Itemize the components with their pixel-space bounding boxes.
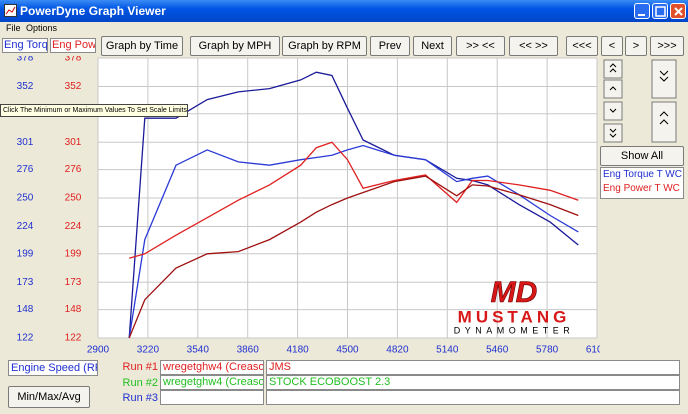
run-note[interactable]: [266, 390, 680, 405]
y2-tick-label: 378: [65, 56, 82, 64]
x-tick-label: 5140: [436, 345, 459, 356]
y2-tick-label: 199: [65, 248, 82, 259]
legend: Eng Torque T WC Eng Power T WC: [600, 167, 684, 199]
logo-mark: MD: [491, 276, 538, 309]
x-tick-label: 4180: [286, 345, 309, 356]
x-tick-label: 6100: [586, 345, 600, 356]
x-tick-label: 4500: [336, 345, 359, 356]
series-line: [129, 141, 579, 259]
show-all-button[interactable]: Show All: [600, 146, 684, 166]
x-tick-label: 4820: [386, 345, 409, 356]
run-note[interactable]: STOCK ECOBOOST 2.3: [266, 375, 680, 390]
toolbar-button[interactable]: Graph by RPM: [282, 36, 367, 56]
window-title: PowerDyne Graph Viewer: [20, 4, 166, 18]
app-icon: [4, 4, 17, 17]
y-tick-label: 122: [17, 333, 34, 344]
y-tick-label: 148: [17, 304, 34, 315]
x-channel[interactable]: Engine Speed (RP: [8, 360, 98, 376]
scale-button[interactable]: [603, 123, 623, 143]
menu-bar: File Options: [0, 22, 688, 34]
toolbar-button[interactable]: << >>: [509, 36, 558, 56]
x-tick-label: 5460: [486, 345, 509, 356]
menu-item[interactable]: File: [6, 23, 21, 33]
y-tick-label: 276: [17, 164, 34, 175]
toolbar-button[interactable]: <: [601, 36, 623, 56]
toolbar-button[interactable]: Graph by MPH: [190, 36, 280, 56]
close-button[interactable]: [670, 3, 686, 19]
y2-tick-label: 173: [65, 277, 82, 288]
y-tick-label: 352: [17, 81, 34, 92]
menu-item[interactable]: Options: [26, 23, 58, 33]
scale-button[interactable]: [603, 79, 623, 99]
x-tick-label: 2900: [87, 345, 110, 356]
x-tick-label: 3860: [237, 345, 260, 356]
run-label: Run #3: [122, 392, 158, 404]
legend-entry[interactable]: Eng Torque T WC: [603, 169, 682, 180]
toolbar-button[interactable]: >> <<: [456, 36, 505, 56]
y2-tick-label: 122: [65, 333, 82, 344]
x-tick-label: 5780: [536, 345, 559, 356]
y-tick-label: 378: [17, 56, 34, 64]
toolbar-button[interactable]: >: [625, 36, 647, 56]
y2-tick-label: 250: [65, 193, 82, 204]
toolbar-button[interactable]: Graph by Time: [101, 36, 183, 56]
y2-tick-label: 301: [65, 137, 82, 148]
x-tick-label: 3220: [137, 345, 160, 356]
y-tick-label: 199: [17, 248, 34, 259]
run-name[interactable]: wregetghw4 (Creason,: [160, 375, 264, 390]
run-label: Run #1: [122, 361, 158, 373]
logo-name: MUSTANG: [458, 307, 571, 326]
title-bar: PowerDyne Graph Viewer: [0, 0, 688, 22]
y2-tick-label: 352: [65, 81, 82, 92]
min-max-avg-button[interactable]: Min/Max/Avg: [8, 386, 90, 408]
y2-tick-label: 148: [65, 304, 82, 315]
toolbar-button[interactable]: >>>: [650, 36, 684, 56]
run-name[interactable]: [160, 390, 264, 405]
y-tick-label: 173: [17, 277, 34, 288]
series-line: [128, 71, 579, 339]
run-label: Run #2: [122, 377, 158, 389]
y-axis-title[interactable]: Eng Torqu: [2, 38, 48, 53]
minimize-button[interactable]: [634, 3, 650, 19]
y2-axis-title[interactable]: Eng Powe: [50, 38, 96, 53]
scale-button[interactable]: [651, 101, 677, 143]
scale-button[interactable]: [651, 59, 677, 99]
logo-subtitle: DYNAMOMETER: [454, 325, 575, 335]
toolbar-button[interactable]: Next: [413, 36, 452, 56]
scale-button[interactable]: [603, 101, 623, 121]
y2-tick-label: 224: [65, 221, 82, 232]
y-tick-label: 250: [17, 193, 34, 204]
chart: 2900 3220 3540 3860 4180 4500 4820 5140 5460 5780…: [17, 56, 600, 356]
series-line: [128, 144, 579, 339]
y-tick-label: 224: [17, 221, 34, 232]
y-tick-label: 301: [17, 137, 34, 148]
y2-tick-label: 276: [65, 164, 82, 175]
tooltip: Click The Minimum or Maximum Values To S…: [0, 104, 188, 117]
x-tick-label: 3540: [187, 345, 210, 356]
toolbar-button[interactable]: Prev: [370, 36, 410, 56]
run-note[interactable]: JMS: [266, 360, 680, 375]
scale-buttons: [603, 59, 677, 143]
toolbar-button[interactable]: <<<: [566, 36, 598, 56]
legend-entry[interactable]: Eng Power T WC: [603, 183, 680, 194]
series-line: [128, 175, 579, 339]
scale-button[interactable]: [603, 59, 623, 79]
run-name[interactable]: wregetghw4 (Creason,: [160, 360, 264, 375]
maximize-button[interactable]: [652, 3, 668, 19]
